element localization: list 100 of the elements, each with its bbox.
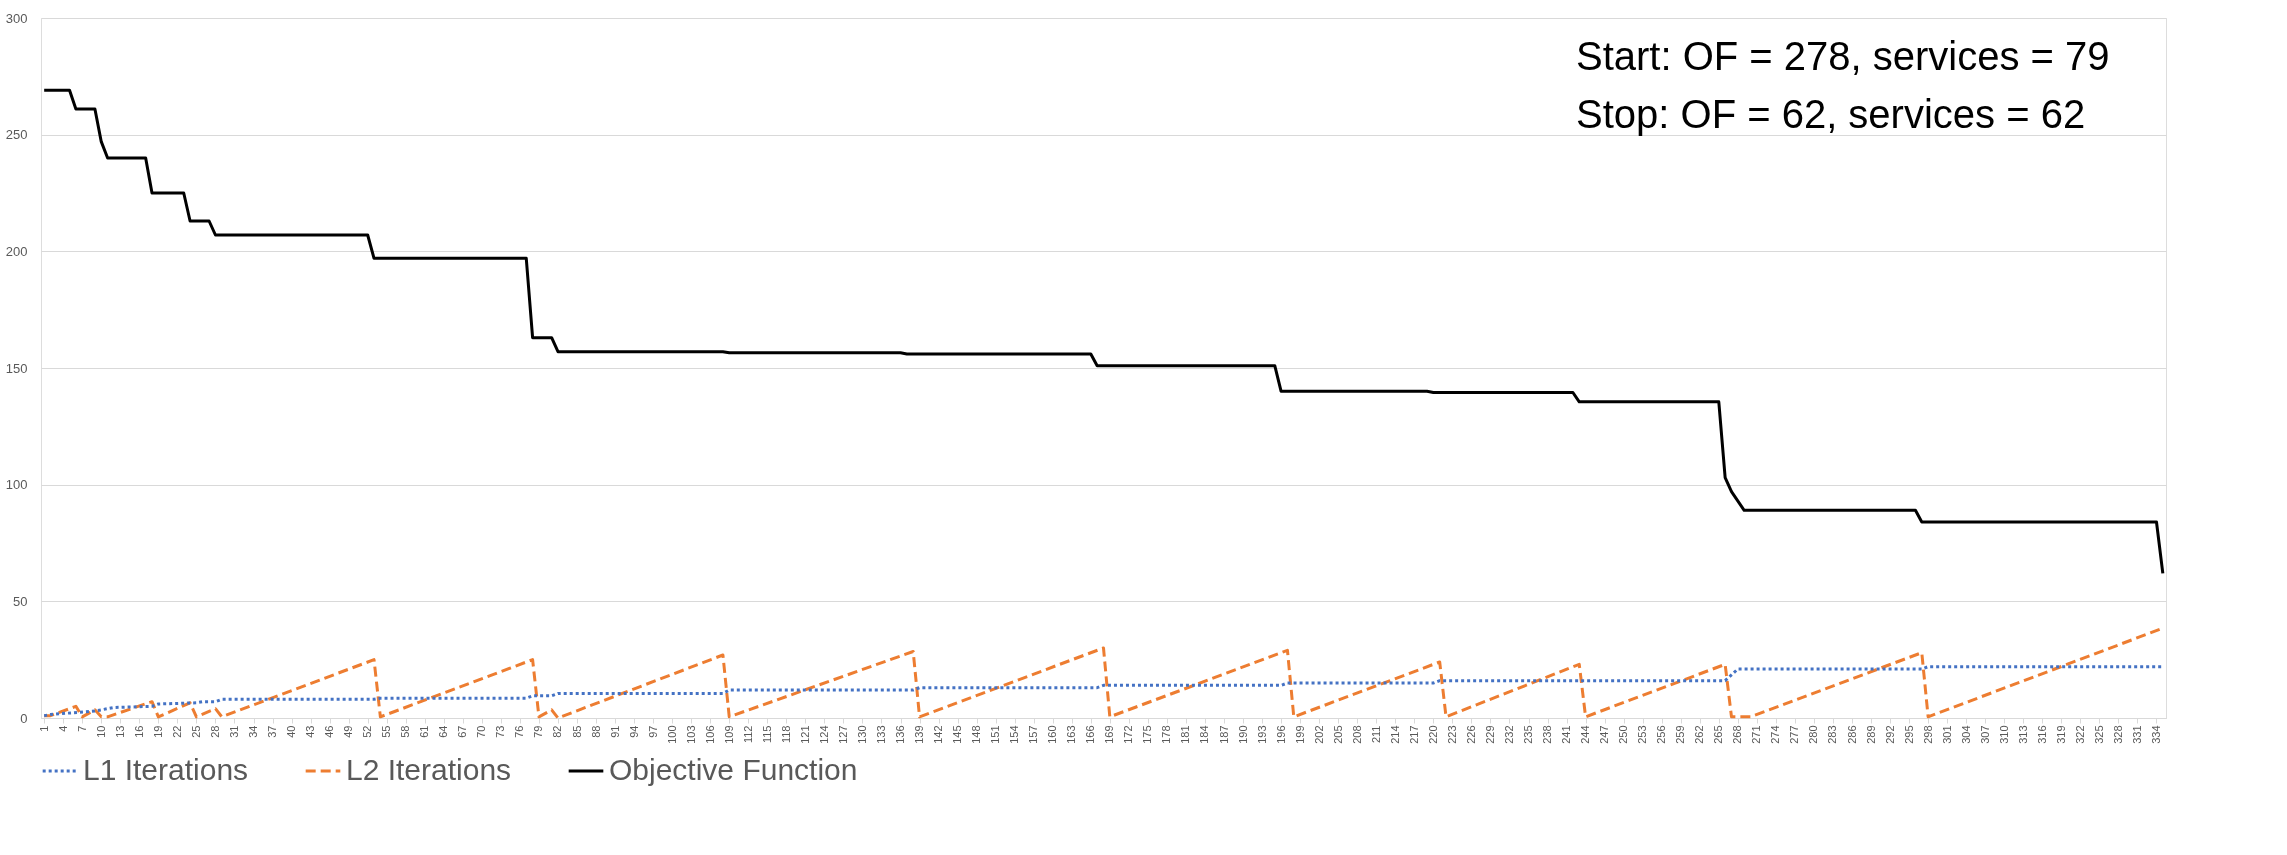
annotation: Stop: OF = 62, services = 62: [1576, 92, 2086, 136]
x-tick-label: 310: [1997, 725, 2010, 744]
y-tick-label: 100: [5, 477, 28, 493]
x-tick-label: 103: [684, 725, 697, 744]
x-tick-label: 325: [2092, 725, 2105, 744]
y-tick-label: 50: [13, 593, 28, 609]
x-tick-label: 148: [970, 725, 983, 744]
line-series: [42, 88, 2165, 575]
x-tick-label: 244: [1579, 725, 1592, 744]
annotation: Start: OF = 278, services = 79: [1576, 34, 2110, 78]
x-tick-label: 235: [1522, 725, 1534, 744]
x-tick-label: 166: [1084, 725, 1097, 744]
x-tick-label: 322: [2073, 725, 2086, 744]
x-tick-label: 187: [1217, 725, 1230, 744]
y-tick-label: 150: [5, 360, 28, 376]
y-tick-label: 250: [5, 127, 28, 143]
x-tick-label: 157: [1027, 725, 1040, 744]
x-tick-label: 34: [247, 725, 259, 738]
x-tick-label: 151: [989, 725, 1002, 744]
x-tick-label: 121: [798, 725, 811, 744]
x-tick-label: 271: [1750, 725, 1763, 744]
x-tick-label: 247: [1598, 725, 1611, 744]
x-tick-label: 124: [817, 725, 830, 744]
x-tick-label: 169: [1103, 725, 1116, 744]
x-tick-label: 160: [1046, 725, 1059, 744]
x-tick-label: 196: [1274, 725, 1287, 744]
x-tick-label: 13: [113, 725, 126, 738]
x-tick-label: 82: [551, 725, 564, 738]
x-tick-label: 37: [266, 725, 279, 738]
x-tick-label: 118: [779, 725, 792, 744]
x-tick-label: 286: [1845, 725, 1858, 744]
x-tick-label: 79: [532, 725, 545, 738]
y-tick-label: 0: [20, 710, 28, 726]
x-tick-label: 301: [1940, 725, 1953, 744]
x-tick-label: 91: [608, 725, 621, 738]
x-tick-label: 229: [1483, 725, 1496, 744]
x-tick-label: 193: [1255, 725, 1268, 744]
x-tick-label: 25: [189, 725, 202, 738]
x-tick-label: 217: [1407, 725, 1420, 744]
x-tick-label: 250: [1617, 725, 1630, 744]
x-tick-label: 232: [1502, 725, 1515, 744]
x-tick-label: 28: [208, 725, 221, 738]
x-tick-label: 331: [2130, 725, 2143, 744]
x-tick-label: 100: [665, 725, 678, 744]
x-tick-label: 304: [1959, 725, 1972, 744]
x-tick-label: 1: [37, 725, 50, 732]
x-tick-label: 268: [1731, 725, 1744, 744]
x-tick-label: 67: [456, 725, 469, 738]
x-tick-label: 73: [494, 725, 507, 738]
x-tick-label: 139: [913, 725, 926, 744]
x-tick-label: 112: [741, 725, 754, 744]
x-tick-label: 133: [874, 725, 887, 744]
x-tick-label: 319: [2054, 725, 2067, 744]
x-tick-label: 136: [894, 725, 907, 744]
x-tick-label: 265: [1712, 725, 1725, 744]
x-tick-label: 280: [1807, 725, 1820, 744]
x-tick-label: 205: [1331, 725, 1344, 744]
x-tick-label: 31: [227, 725, 240, 738]
x-tick-label: 52: [361, 725, 374, 738]
x-tick-label: 214: [1388, 725, 1401, 744]
x-tick-label: 226: [1464, 725, 1477, 744]
legend-label: L2 Iterations: [346, 753, 512, 786]
x-tick-label: 154: [1008, 725, 1021, 744]
x-tick-label: 211: [1369, 725, 1382, 744]
x-tick-label: 115: [760, 725, 773, 744]
x-tick-label: 190: [1236, 725, 1249, 744]
x-tick-label: 178: [1160, 725, 1173, 744]
x-tick-label: 256: [1655, 725, 1668, 744]
x-tick-label: 199: [1293, 725, 1306, 744]
x-tick-label: 223: [1445, 725, 1458, 744]
x-tick-label: 61: [418, 725, 431, 738]
x-tick-label: 163: [1065, 725, 1078, 744]
x-tick-label: 22: [170, 725, 183, 738]
x-tick-label: 127: [836, 725, 849, 744]
x-tick-label: 97: [646, 725, 659, 738]
x-tick-label: 241: [1560, 725, 1573, 744]
x-tick-label: 295: [1902, 725, 1915, 744]
x-tick-label: 220: [1426, 725, 1439, 744]
x-tick-label: 313: [2016, 725, 2029, 744]
x-tick-label: 316: [2035, 725, 2048, 744]
x-tick-label: 94: [627, 725, 640, 738]
x-tick-label: 259: [1674, 725, 1687, 744]
x-tick-label: 208: [1350, 725, 1363, 744]
x-tick-label: 175: [1141, 725, 1154, 744]
x-tick-label: 106: [703, 725, 716, 744]
x-tick-label: 64: [437, 725, 450, 738]
x-tick-label: 202: [1312, 725, 1325, 744]
x-tick-label: 58: [399, 725, 412, 738]
x-tick-label: 43: [304, 725, 317, 738]
x-tick-label: 184: [1198, 725, 1211, 744]
x-tick-label: 334: [2149, 725, 2162, 744]
x-tick-label: 76: [513, 725, 526, 738]
x-tick-label: 55: [380, 725, 393, 738]
x-tick-label: 145: [951, 725, 964, 744]
legend-label: Objective Function: [609, 753, 858, 786]
x-tick-label: 253: [1636, 725, 1649, 744]
x-tick-label: 10: [94, 725, 107, 738]
x-tick-label: 85: [570, 725, 583, 738]
x-tick-label: 238: [1541, 725, 1554, 744]
x-tick-label: 172: [1122, 725, 1135, 744]
